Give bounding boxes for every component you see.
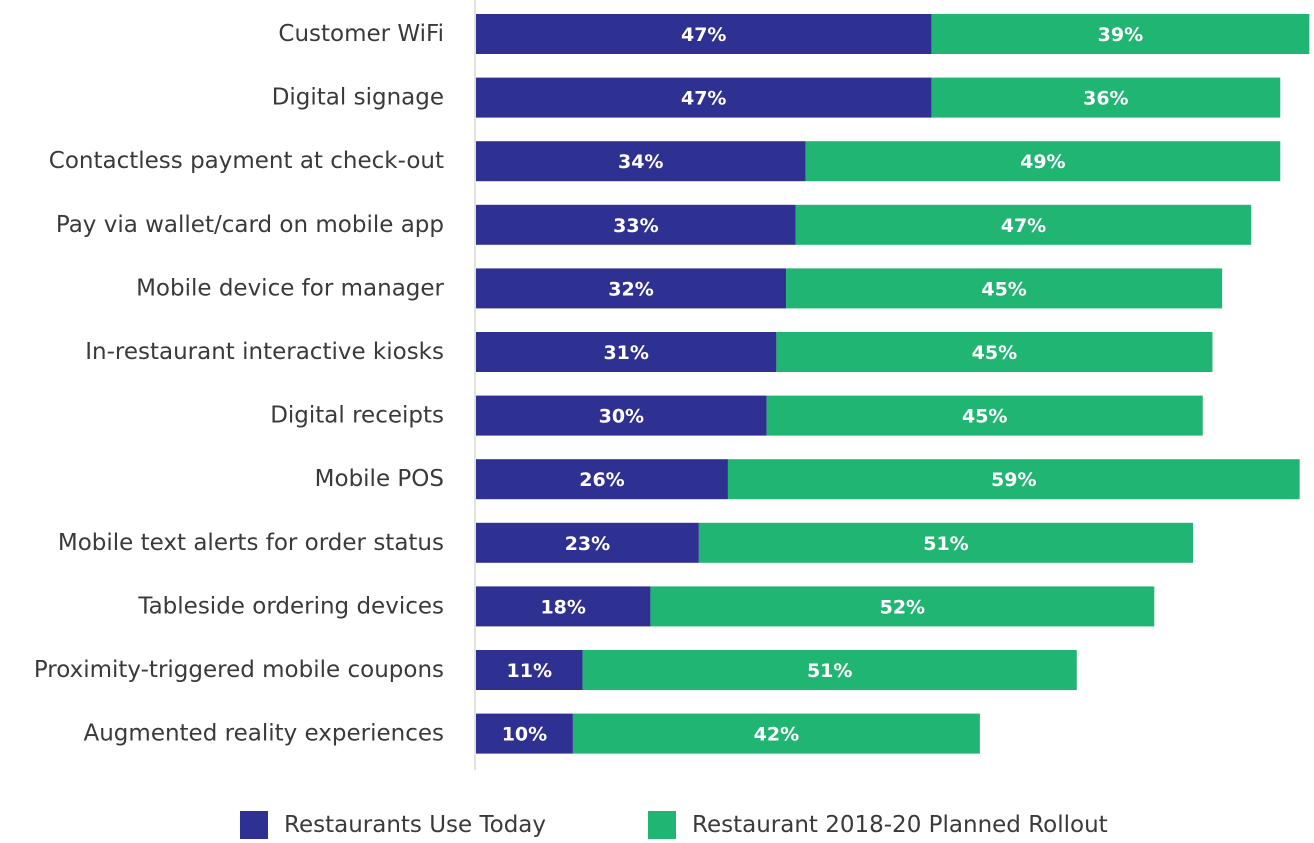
value-label-planned-pay-via-wallet-card-on-mobile-app: 47% bbox=[1001, 215, 1046, 237]
value-label-planned-mobile-device-for-manager: 45% bbox=[981, 278, 1026, 300]
value-label-planned-customer-wifi: 39% bbox=[1098, 24, 1143, 46]
bar-today-digital-receipts bbox=[476, 395, 767, 436]
value-label-today-tableside-ordering-devices: 18% bbox=[540, 596, 585, 618]
value-label-today-mobile-text-alerts-for-order-status: 23% bbox=[565, 533, 610, 555]
bar-planned-digital-receipts bbox=[766, 395, 1203, 436]
category-labels: Customer WiFi Digital signage Contactless … bbox=[34, 21, 445, 747]
value-label-today-mobile-pos: 26% bbox=[579, 469, 624, 491]
category-label-tableside-ordering-devices: Tableside ordering devices bbox=[137, 593, 444, 619]
category-label-mobile-pos: Mobile POS bbox=[315, 466, 444, 492]
bar-planned-digital-signage bbox=[931, 77, 1281, 118]
bar-today-in-restaurant-interactive-kiosks bbox=[476, 332, 777, 372]
value-label-planned-in-restaurant-interactive-kiosks: 45% bbox=[972, 342, 1017, 364]
category-label-augmented-reality-experiences: Augmented reality experiences bbox=[84, 721, 445, 747]
bar-planned-in-restaurant-interactive-kiosks bbox=[776, 332, 1213, 372]
bar-today-mobile-text-alerts-for-order-status bbox=[476, 522, 699, 563]
value-label-today-mobile-device-for-manager: 32% bbox=[608, 278, 653, 300]
category-label-pay-via-wallet-card-on-mobile-app: Pay via wallet/card on mobile app bbox=[56, 212, 444, 238]
value-label-planned-tableside-ordering-devices: 52% bbox=[880, 596, 925, 618]
category-label-proximity-triggered-mobile-coupons: Proximity-triggered mobile coupons bbox=[34, 657, 444, 683]
value-label-today-digital-signage: 47% bbox=[681, 88, 726, 110]
category-label-contactless-payment-at-check-out: Contactless payment at check-out bbox=[49, 148, 444, 174]
bar-today-mobile-pos bbox=[476, 459, 728, 500]
legend-swatch-today bbox=[240, 811, 268, 839]
stacked-bar-chart: Customer WiFi Digital signage Contactless … bbox=[34, 0, 1310, 770]
bar-today-contactless-payment-at-check-out bbox=[476, 141, 806, 182]
value-label-today-in-restaurant-interactive-kiosks: 31% bbox=[603, 342, 648, 364]
bar-planned-mobile-pos bbox=[727, 459, 1300, 500]
bar-planned-tableside-ordering-devices bbox=[650, 586, 1155, 627]
category-label-in-restaurant-interactive-kiosks: In-restaurant interactive kiosks bbox=[85, 339, 444, 365]
category-label-customer-wifi: Customer WiFi bbox=[278, 21, 444, 47]
value-label-planned-contactless-payment-at-check-out: 49% bbox=[1020, 151, 1065, 173]
value-label-planned-mobile-pos: 59% bbox=[991, 469, 1036, 491]
bars: 47% 39% 47% 36% 34% 49% 33% 47% 32% 45% 31% 45% 30% 4… bbox=[476, 14, 1310, 754]
bar-today-mobile-device-for-manager bbox=[476, 268, 787, 309]
value-label-today-contactless-payment-at-check-out: 34% bbox=[618, 151, 663, 173]
bar-today-augmented-reality-experiences bbox=[476, 713, 573, 754]
legend-item-today: Restaurants Use Today bbox=[240, 811, 546, 839]
category-label-digital-signage: Digital signage bbox=[272, 85, 444, 111]
category-label-mobile-device-for-manager: Mobile device for manager bbox=[136, 275, 444, 301]
bar-today-tableside-ordering-devices bbox=[476, 586, 651, 627]
bar-today-proximity-triggered-mobile-coupons bbox=[476, 650, 583, 690]
value-label-planned-mobile-text-alerts-for-order-status: 51% bbox=[923, 533, 968, 555]
bar-planned-mobile-device-for-manager bbox=[786, 268, 1223, 309]
value-label-planned-proximity-triggered-mobile-coupons: 51% bbox=[807, 660, 852, 682]
value-label-today-digital-receipts: 30% bbox=[599, 406, 644, 428]
bar-planned-customer-wifi bbox=[931, 14, 1310, 54]
legend: Restaurants Use Today Restaurant 2018-20… bbox=[0, 811, 1314, 843]
value-label-today-proximity-triggered-mobile-coupons: 11% bbox=[507, 660, 552, 682]
legend-label-planned: Restaurant 2018-20 Planned Rollout bbox=[692, 812, 1108, 838]
value-label-today-augmented-reality-experiences: 10% bbox=[502, 724, 547, 746]
legend-swatch-planned bbox=[648, 811, 676, 839]
value-label-today-customer-wifi: 47% bbox=[681, 24, 726, 46]
value-label-planned-digital-signage: 36% bbox=[1083, 88, 1128, 110]
bar-today-pay-via-wallet-card-on-mobile-app bbox=[476, 204, 796, 245]
bar-planned-augmented-reality-experiences bbox=[572, 713, 980, 754]
value-label-planned-digital-receipts: 45% bbox=[962, 406, 1007, 428]
category-label-mobile-text-alerts-for-order-status: Mobile text alerts for order status bbox=[58, 530, 444, 556]
bar-today-digital-signage bbox=[476, 77, 932, 118]
legend-label-today: Restaurants Use Today bbox=[284, 812, 547, 838]
bar-today-customer-wifi bbox=[476, 14, 932, 54]
bar-planned-pay-via-wallet-card-on-mobile-app bbox=[795, 204, 1252, 245]
bar-planned-proximity-triggered-mobile-coupons bbox=[582, 650, 1077, 690]
bar-planned-mobile-text-alerts-for-order-status bbox=[698, 522, 1194, 563]
legend-item-planned: Restaurant 2018-20 Planned Rollout bbox=[648, 811, 1108, 839]
category-label-digital-receipts: Digital receipts bbox=[270, 403, 444, 429]
bar-planned-contactless-payment-at-check-out bbox=[805, 141, 1281, 182]
value-label-today-pay-via-wallet-card-on-mobile-app: 33% bbox=[613, 215, 658, 237]
value-label-planned-augmented-reality-experiences: 42% bbox=[754, 724, 799, 746]
